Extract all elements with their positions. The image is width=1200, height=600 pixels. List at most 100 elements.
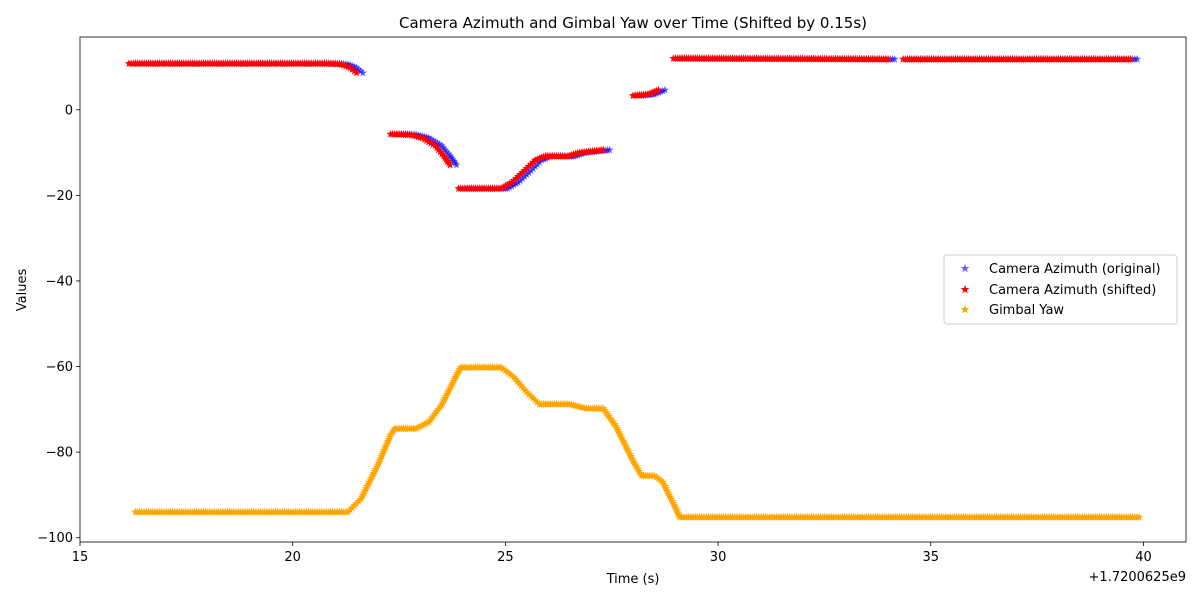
data-point <box>526 391 535 400</box>
data-point <box>507 178 516 186</box>
data-point <box>522 170 531 178</box>
data-point <box>659 479 668 488</box>
legend: Camera Azimuth (original) Camera Azimuth… <box>943 254 1178 325</box>
data-point <box>509 180 518 189</box>
data-point <box>518 174 527 182</box>
data-point <box>626 452 635 460</box>
data-point <box>350 66 359 75</box>
data-point <box>516 170 525 178</box>
data-point <box>625 449 634 458</box>
data-point <box>350 501 359 510</box>
data-point <box>518 168 527 176</box>
data-point <box>890 54 899 63</box>
legend-label-gimbal: Gimbal Yaw <box>989 303 1064 318</box>
data-point <box>599 145 608 154</box>
data-point <box>505 179 514 188</box>
data-point <box>569 150 578 158</box>
data-point <box>524 389 533 398</box>
data-point <box>420 420 429 428</box>
data-point <box>348 65 357 73</box>
x-axis-offset-label: +1.7200625e9 <box>1089 570 1186 585</box>
data-point <box>507 181 516 190</box>
legend-label-shifted: Camera Azimuth (shifted) <box>989 283 1156 298</box>
data-point <box>511 375 520 383</box>
legend-box <box>943 254 1178 325</box>
data-point <box>444 149 453 158</box>
data-point <box>605 145 614 154</box>
data-point <box>424 137 433 146</box>
series-gimbal-yaw <box>131 363 1144 521</box>
data-point <box>654 85 663 94</box>
data-point <box>661 484 671 492</box>
data-point <box>531 162 540 170</box>
data-point <box>609 418 618 426</box>
data-point <box>443 157 452 165</box>
data-point <box>672 505 681 514</box>
data-point <box>645 89 655 97</box>
data-point <box>346 505 355 514</box>
data-point <box>673 507 682 516</box>
data-point <box>505 369 514 378</box>
data-point <box>612 424 622 433</box>
series-layer <box>124 54 1144 521</box>
data-point <box>658 477 667 486</box>
data-point <box>352 63 361 72</box>
data-point <box>436 147 445 156</box>
y-axis-label: Values <box>15 269 30 312</box>
data-point <box>604 412 613 420</box>
data-point <box>631 460 640 469</box>
series-camera-azimuth-shifted <box>124 54 1135 192</box>
data-point <box>518 383 528 392</box>
y-tick-label: −20 <box>46 189 73 204</box>
y-tick-label: −40 <box>46 274 73 289</box>
data-point <box>501 181 510 190</box>
data-point <box>531 395 540 404</box>
x-axis-ticks: 15 20 25 30 35 40 <box>72 542 1152 565</box>
data-point <box>437 149 447 158</box>
data-point <box>418 133 427 142</box>
data-point <box>664 488 673 497</box>
data-point <box>520 385 529 394</box>
data-point <box>654 88 663 97</box>
data-point <box>511 174 521 182</box>
data-point <box>528 393 538 402</box>
data-point <box>633 464 642 473</box>
data-point <box>434 145 443 154</box>
data-point <box>499 183 508 191</box>
data-point <box>354 65 363 73</box>
data-point <box>656 87 665 96</box>
data-point <box>665 490 674 499</box>
legend-marker-star <box>960 304 970 314</box>
legend-marker-star <box>960 284 970 294</box>
data-point <box>632 462 641 471</box>
data-point <box>535 154 544 163</box>
data-point <box>411 424 421 433</box>
data-point <box>346 63 355 72</box>
data-point <box>622 443 631 452</box>
data-point <box>431 141 440 150</box>
data-point <box>509 372 518 381</box>
data-point <box>499 364 508 373</box>
data-point <box>648 88 657 97</box>
data-point <box>509 176 518 184</box>
data-point <box>503 184 512 192</box>
data-point <box>446 151 455 160</box>
data-point <box>599 404 608 412</box>
data-point <box>520 172 529 180</box>
data-point <box>567 150 576 159</box>
x-tick-label: 30 <box>710 550 727 565</box>
data-point <box>422 418 431 427</box>
data-point <box>503 180 512 189</box>
data-point <box>616 430 625 439</box>
data-point <box>533 155 542 163</box>
data-point <box>442 155 451 164</box>
x-axis-label: Time (s) <box>606 572 660 587</box>
data-point <box>884 54 893 63</box>
data-point <box>600 406 609 414</box>
data-point <box>440 153 450 162</box>
data-point <box>667 494 676 503</box>
data-point <box>352 499 361 507</box>
data-point <box>660 85 669 94</box>
data-point <box>446 160 455 169</box>
data-point <box>420 134 429 143</box>
